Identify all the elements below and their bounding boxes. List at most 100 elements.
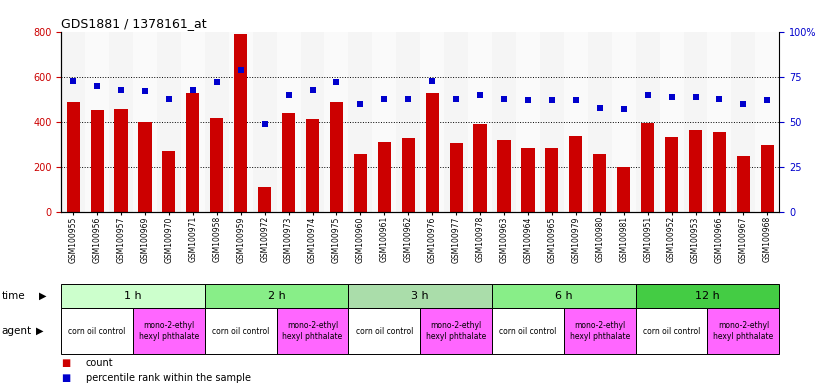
Bar xyxy=(612,32,636,212)
Bar xyxy=(737,156,750,212)
Text: 6 h: 6 h xyxy=(555,291,573,301)
Bar xyxy=(665,137,678,212)
Bar xyxy=(636,308,707,354)
Point xyxy=(545,97,558,103)
Bar xyxy=(420,32,444,212)
Bar xyxy=(91,109,104,212)
Bar xyxy=(401,138,415,212)
Bar xyxy=(689,130,702,212)
Bar xyxy=(378,142,391,212)
Point xyxy=(641,92,654,98)
Bar xyxy=(636,32,659,212)
Point xyxy=(713,96,726,102)
Bar xyxy=(258,187,271,212)
Bar xyxy=(707,32,731,212)
Bar xyxy=(444,32,468,212)
Point xyxy=(570,97,583,103)
Point xyxy=(761,97,774,103)
Point xyxy=(186,86,199,93)
Text: 12 h: 12 h xyxy=(695,291,720,301)
Point xyxy=(114,86,127,93)
Text: mono-2-ethyl
hexyl phthalate: mono-2-ethyl hexyl phthalate xyxy=(570,321,630,341)
Text: 3 h: 3 h xyxy=(411,291,429,301)
Point xyxy=(258,121,271,127)
Text: mono-2-ethyl
hexyl phthalate: mono-2-ethyl hexyl phthalate xyxy=(282,321,343,341)
Bar xyxy=(348,308,420,354)
Bar xyxy=(756,32,779,212)
Bar xyxy=(521,148,534,212)
Text: ▶: ▶ xyxy=(36,326,43,336)
Bar xyxy=(761,144,774,212)
Bar xyxy=(330,102,343,212)
Bar xyxy=(205,308,277,354)
Bar xyxy=(450,143,463,212)
Bar xyxy=(545,148,558,212)
Bar xyxy=(473,124,486,212)
Point xyxy=(306,86,319,93)
Bar xyxy=(426,93,439,212)
Bar xyxy=(211,118,224,212)
Point xyxy=(450,96,463,102)
Bar xyxy=(234,34,247,212)
Point xyxy=(378,96,391,102)
Bar xyxy=(133,308,205,354)
Text: 1 h: 1 h xyxy=(124,291,142,301)
Point xyxy=(282,92,295,98)
Text: corn oil control: corn oil control xyxy=(212,326,269,336)
Text: mono-2-ethyl
hexyl phthalate: mono-2-ethyl hexyl phthalate xyxy=(426,321,486,341)
Bar xyxy=(109,32,133,212)
Point xyxy=(737,101,750,107)
Point xyxy=(617,106,630,113)
Text: GDS1881 / 1378161_at: GDS1881 / 1378161_at xyxy=(61,17,206,30)
Bar xyxy=(157,32,181,212)
Bar xyxy=(181,32,205,212)
Point xyxy=(689,94,702,100)
Text: count: count xyxy=(86,358,113,368)
Text: corn oil control: corn oil control xyxy=(499,326,557,336)
Bar xyxy=(468,32,492,212)
Bar xyxy=(61,32,85,212)
Text: corn oil control: corn oil control xyxy=(356,326,413,336)
Bar xyxy=(162,151,175,212)
Bar xyxy=(492,32,516,212)
Point xyxy=(521,97,534,103)
Point xyxy=(234,67,247,73)
Bar xyxy=(731,32,756,212)
Bar xyxy=(540,32,564,212)
Bar xyxy=(139,122,152,212)
Point xyxy=(67,78,80,84)
Text: agent: agent xyxy=(2,326,32,336)
Bar xyxy=(300,32,325,212)
Bar xyxy=(397,32,420,212)
Point xyxy=(498,96,511,102)
Bar xyxy=(205,32,228,212)
Bar xyxy=(492,284,636,308)
Bar xyxy=(348,32,372,212)
Bar xyxy=(372,32,397,212)
Bar xyxy=(325,32,348,212)
Bar xyxy=(707,308,779,354)
Text: time: time xyxy=(2,291,25,301)
Bar xyxy=(684,32,707,212)
Bar xyxy=(617,167,630,212)
Bar xyxy=(713,132,726,212)
Point xyxy=(330,79,343,86)
Text: percentile rank within the sample: percentile rank within the sample xyxy=(86,373,251,383)
Text: ■: ■ xyxy=(61,373,70,383)
Bar xyxy=(564,32,588,212)
Bar xyxy=(85,32,109,212)
Point xyxy=(91,83,104,89)
Bar xyxy=(659,32,684,212)
Point xyxy=(211,79,224,86)
Bar xyxy=(282,113,295,212)
Bar xyxy=(588,32,612,212)
Bar xyxy=(277,32,300,212)
Text: mono-2-ethyl
hexyl phthalate: mono-2-ethyl hexyl phthalate xyxy=(713,321,774,341)
Bar xyxy=(636,284,779,308)
Bar xyxy=(354,154,367,212)
Point xyxy=(426,78,439,84)
Bar xyxy=(205,284,348,308)
Bar xyxy=(420,308,492,354)
Text: ▶: ▶ xyxy=(39,291,47,301)
Bar xyxy=(228,32,253,212)
